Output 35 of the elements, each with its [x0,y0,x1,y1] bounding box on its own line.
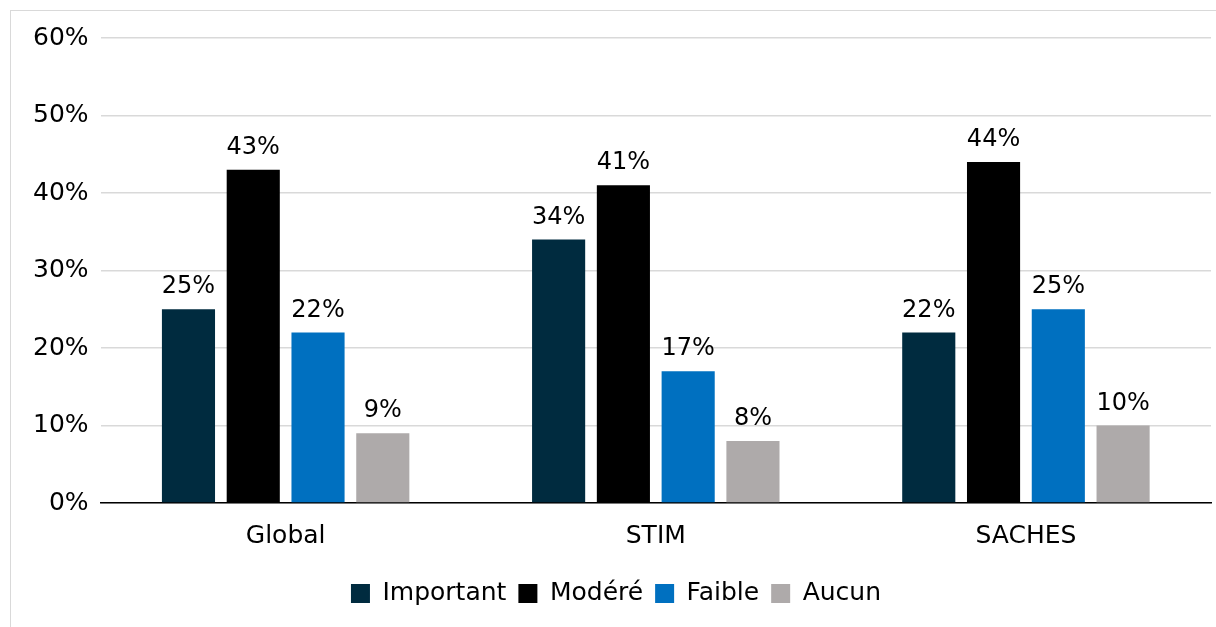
y-tick-label: 60% [32,21,89,51]
data-label: 22% [291,294,345,323]
bar [161,309,216,503]
y-tick-label: 10% [32,409,89,438]
bar [902,332,956,503]
y-tick-label: 40% [32,176,89,206]
data-label: 43% [226,131,280,160]
bar [291,332,345,503]
x-tick-label: SACHES [975,519,1077,549]
legend-label: Important [382,577,507,606]
data-label: 10% [1096,387,1150,416]
data-label: 22% [902,294,956,323]
y-tick-label: 30% [32,254,89,283]
data-label: 41% [596,147,651,176]
data-label: 44% [966,124,1021,153]
bar [532,239,586,503]
data-label: 34% [531,201,586,230]
x-tick-label: STIM [625,519,686,549]
bar [1096,425,1150,503]
legend-label: Modéré [549,577,644,606]
bar [1031,309,1085,503]
bar [356,433,410,503]
y-tick-label: 0% [48,486,89,516]
data-label: 25% [161,271,216,300]
legend-label: Faible [686,577,760,606]
data-label: 8% [733,403,772,432]
x-tick-label: Global [245,519,326,549]
y-tick-label: 50% [32,99,89,128]
data-label: 25% [1031,271,1085,300]
bar [661,371,715,503]
bar [726,441,780,503]
y-tick-label: 20% [32,331,89,361]
legend-label: Aucun [802,577,882,606]
data-label: 9% [363,395,402,424]
data-label: 17% [661,333,715,362]
